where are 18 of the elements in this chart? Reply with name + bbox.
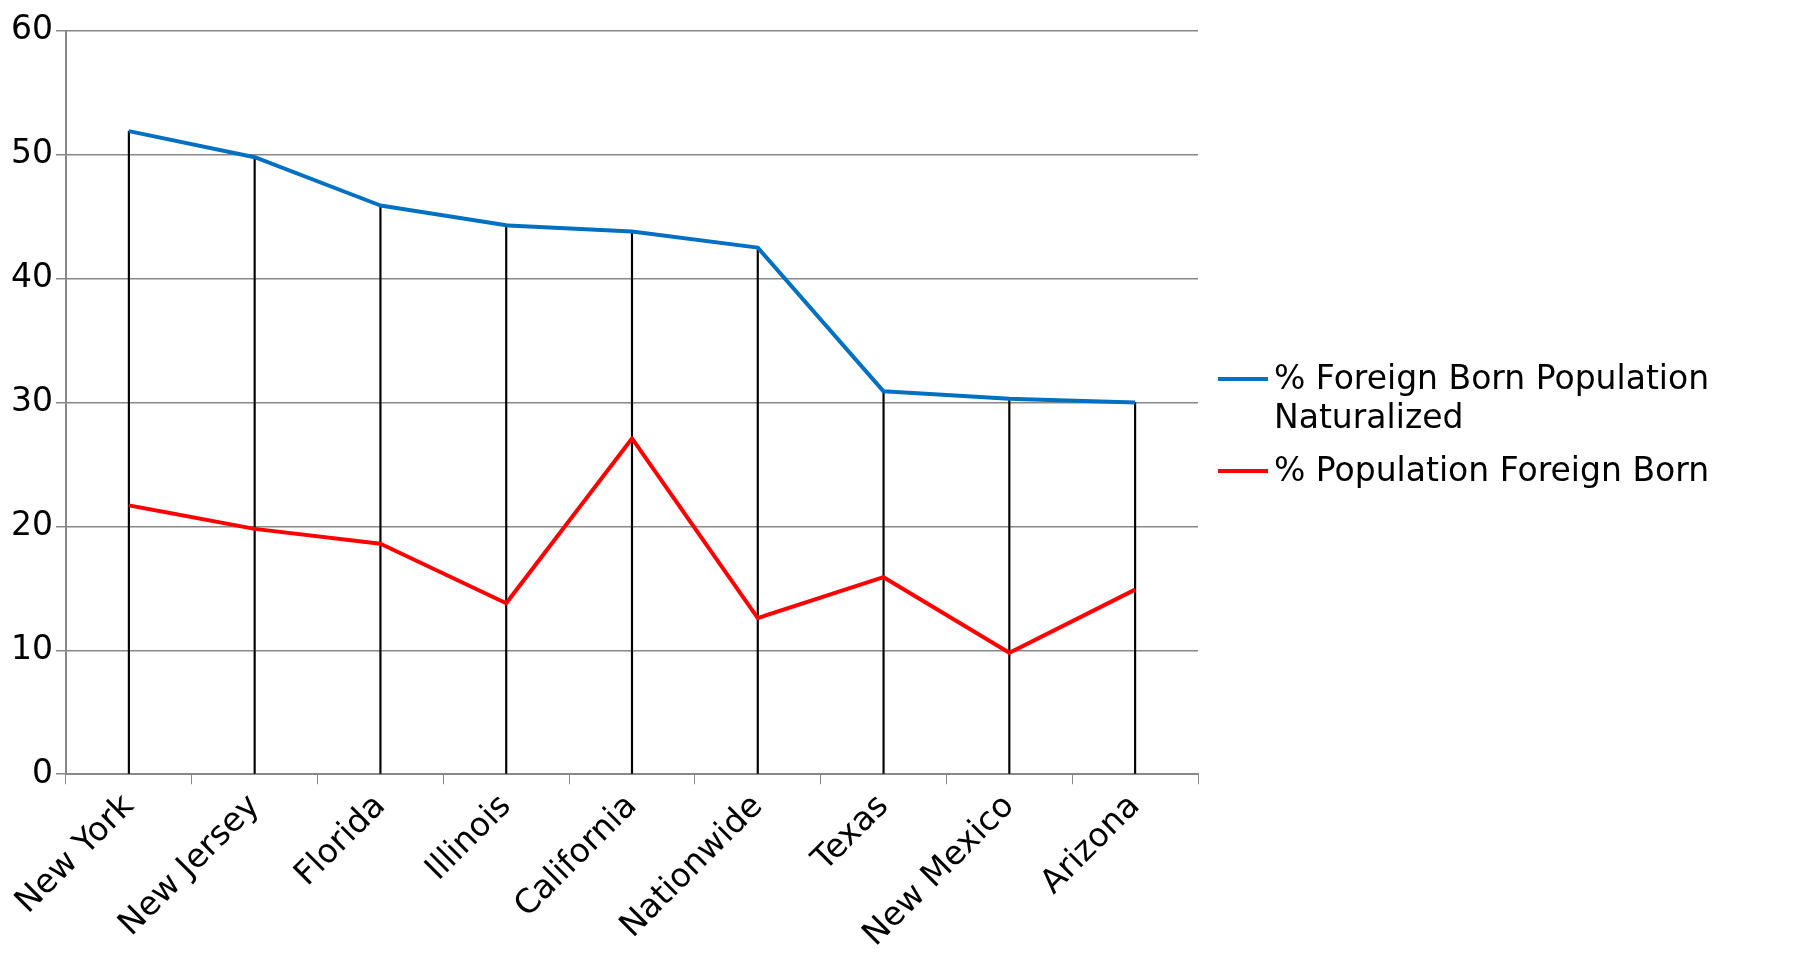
bar — [253, 156, 256, 774]
bar — [756, 247, 759, 774]
bar — [127, 130, 130, 774]
bar — [882, 391, 885, 774]
y-tick-label: 50 — [10, 132, 53, 172]
y-tick-label: 10 — [10, 627, 53, 667]
bar — [505, 225, 508, 774]
legend-label: % Population Foreign Born — [1274, 449, 1710, 489]
bar — [630, 231, 634, 774]
bar — [1008, 398, 1011, 774]
y-tick-label: 40 — [10, 256, 53, 296]
legend-label: % Foreign Born Population Naturalized — [1274, 357, 1711, 436]
y-tick-label: 60 — [10, 8, 53, 48]
y-tick-label: 30 — [10, 380, 53, 420]
y-tick-label: 0 — [31, 751, 53, 791]
bar — [1134, 402, 1137, 774]
y-tick-label: 20 — [10, 503, 53, 543]
bar — [379, 205, 382, 774]
